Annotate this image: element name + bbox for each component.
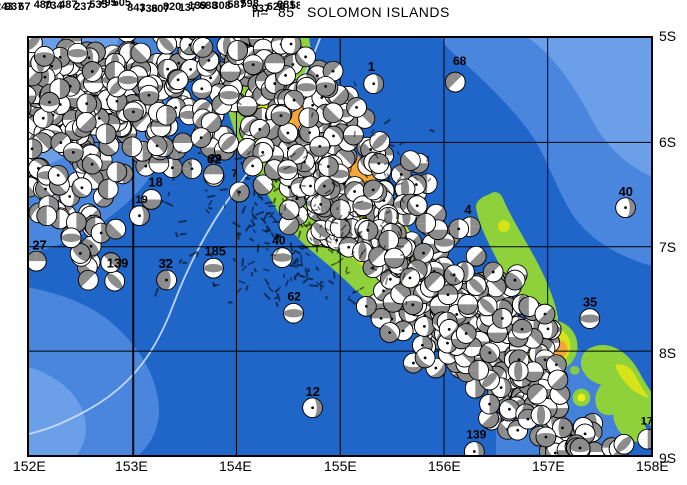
svg-text:139: 139: [466, 427, 486, 441]
svg-text:62: 62: [287, 289, 301, 303]
svg-text:19: 19: [135, 194, 147, 206]
svg-text:27: 27: [32, 237, 46, 252]
svg-text:12: 12: [305, 384, 319, 399]
svg-text:40: 40: [272, 233, 286, 247]
svg-text:40: 40: [618, 183, 632, 198]
svg-text:32: 32: [158, 256, 172, 271]
svg-text:7: 7: [231, 168, 237, 180]
svg-text:4: 4: [464, 202, 472, 217]
svg-text:17: 17: [640, 415, 651, 427]
svg-text:35: 35: [582, 294, 596, 309]
svg-text:1: 1: [367, 59, 374, 74]
svg-text:18: 18: [148, 174, 162, 189]
svg-text:139: 139: [106, 255, 128, 270]
svg-text:68: 68: [453, 54, 467, 68]
svg-text:20: 20: [209, 152, 221, 164]
svg-text:185: 185: [204, 243, 226, 258]
